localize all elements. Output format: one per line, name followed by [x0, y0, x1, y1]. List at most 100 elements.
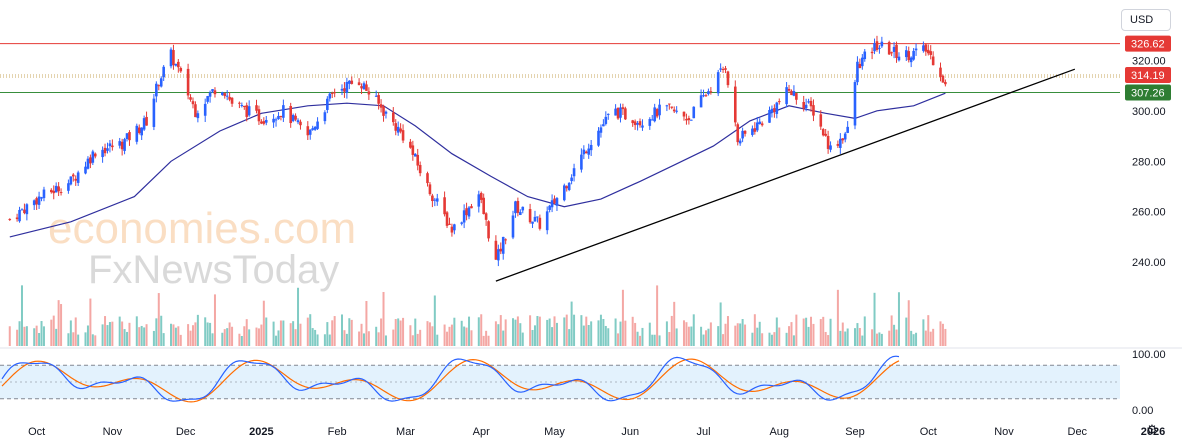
candle-body [709, 91, 713, 93]
volume-bar [516, 316, 519, 346]
volume-bar [162, 333, 165, 346]
volume-bar [8, 326, 11, 346]
time-tick: Feb [328, 426, 347, 438]
candle-body [186, 68, 190, 96]
candle-body [257, 109, 261, 122]
currency-selector[interactable]: USD [1121, 9, 1171, 31]
candle-body [179, 68, 183, 72]
volume-bar [551, 327, 554, 346]
volume-bar [585, 316, 588, 346]
candle-body [396, 126, 400, 133]
volume-bar [172, 324, 175, 346]
candle-body [340, 88, 344, 91]
volume-bar [221, 332, 224, 346]
candle-body [792, 91, 796, 96]
volume-bar [768, 332, 771, 346]
candle-body [536, 216, 539, 218]
candle-body [672, 109, 676, 112]
candle-body [69, 176, 73, 185]
time-tick: 2025 [249, 426, 273, 438]
volume-bar [858, 327, 861, 346]
volume-bar [460, 320, 463, 346]
volume-bar [533, 325, 536, 346]
time-tick: Sep [845, 426, 865, 438]
volume-bar [658, 335, 661, 346]
volume-bar [778, 327, 781, 346]
candle-body [32, 200, 36, 206]
volume-bar [514, 319, 517, 346]
volume-bar [536, 315, 539, 346]
candle-body [875, 41, 879, 50]
candle-body [570, 177, 573, 182]
candle-body [89, 157, 92, 164]
price-tick: 260.00 [1132, 207, 1166, 219]
candle-body [809, 100, 813, 107]
volume-bar [531, 329, 534, 346]
volume-bar [69, 320, 72, 346]
volume-bar [631, 316, 634, 346]
candle-body [890, 52, 893, 54]
candle-body [873, 43, 876, 52]
candle-body [812, 105, 815, 116]
candle-body [521, 206, 525, 211]
volume-bar [599, 314, 602, 346]
volume-bar [890, 315, 893, 346]
candles [8, 35, 947, 267]
candle-body [367, 91, 371, 95]
volume-bar [20, 285, 23, 346]
volume-bar [394, 319, 397, 346]
volume-bar [348, 318, 351, 346]
candle-body [255, 105, 258, 111]
candle-body [357, 82, 361, 86]
candle-body [829, 145, 832, 150]
candle-body [172, 50, 175, 66]
candle-body [477, 194, 481, 207]
candle-body [8, 218, 12, 220]
price-tick: 240.00 [1132, 257, 1166, 269]
candle-body [804, 104, 808, 109]
candle-body [770, 108, 774, 113]
volume-bar [487, 335, 490, 346]
candle-body [909, 57, 913, 63]
candle-body [120, 141, 124, 150]
candle-body [86, 158, 90, 169]
candle-body [311, 128, 314, 130]
volume-bar [682, 320, 685, 346]
volume-bar [16, 329, 19, 346]
volume-bar [597, 320, 600, 346]
volume-bar [494, 321, 497, 346]
volume-bar [665, 321, 668, 346]
candle-body [262, 121, 266, 124]
candle-body [856, 61, 859, 83]
volume-bar [272, 321, 275, 346]
candle-body [159, 78, 163, 87]
candle-body [142, 118, 146, 130]
volume-bar [128, 322, 131, 346]
volume-bar [795, 314, 798, 346]
volume-bar [634, 322, 637, 346]
candle-body [316, 121, 319, 129]
level-badges: 326.62 314.19 307.26 [1125, 35, 1171, 101]
volume-bar [174, 327, 177, 346]
volume-bar [106, 325, 109, 346]
candle-body [699, 95, 703, 108]
volume-bar [463, 326, 466, 346]
volume-bar [209, 322, 212, 346]
volume-bar [399, 320, 402, 346]
candle-body [621, 107, 625, 110]
candle-body [641, 125, 644, 128]
volume-bar [736, 323, 739, 346]
candle-body [863, 51, 867, 60]
volume-bar [511, 318, 514, 346]
volume-bar [761, 333, 764, 346]
candle-body [743, 130, 747, 134]
volume-bar [57, 300, 60, 346]
volume-bar [624, 320, 627, 346]
candle-body [668, 103, 671, 105]
volume-bar [497, 324, 500, 346]
volume-bar [546, 319, 549, 346]
candle-body [633, 121, 637, 126]
gear-icon[interactable]: ⚙ [1146, 422, 1158, 437]
volume-bar [367, 331, 370, 346]
